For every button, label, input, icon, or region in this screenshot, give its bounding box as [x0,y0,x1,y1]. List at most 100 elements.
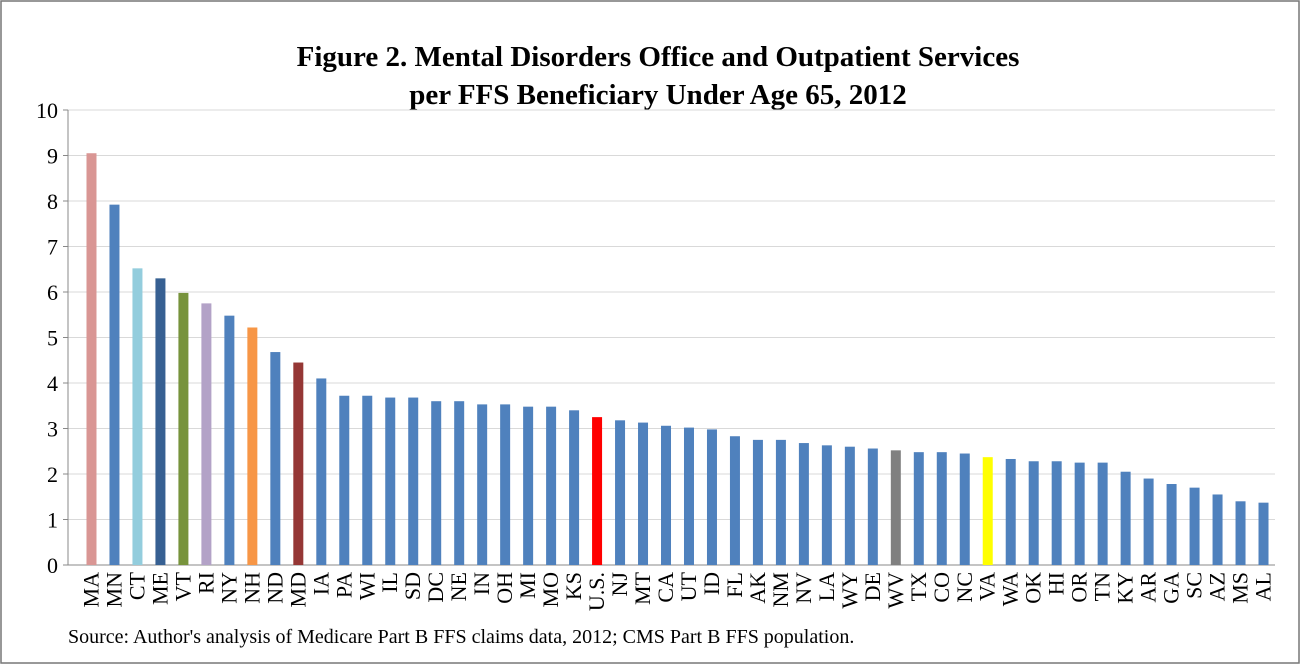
bar [638,422,649,565]
y-tick-label: 5 [47,326,58,351]
bar [982,457,993,565]
x-tick-label: MA [78,572,103,608]
bar [362,395,373,565]
y-tick-label: 3 [47,417,58,442]
bar [661,425,672,565]
x-tick-label: WA [998,572,1023,606]
x-tick-label: AL [1251,572,1276,601]
x-tick-label: SC [1182,572,1207,599]
y-tick-label: 4 [47,371,58,396]
x-tick-label: HI [1044,572,1069,595]
bar [569,410,580,565]
y-tick-label: 7 [47,235,58,260]
x-tick-label: WV [883,572,908,609]
bar [477,404,488,565]
bar [523,406,534,565]
x-tick-label: AK [745,572,770,604]
x-tick-label: U.S. [584,572,609,611]
bar [775,439,786,565]
x-tick-label: MD [285,572,310,607]
bar [132,268,143,565]
y-tick-label: 10 [36,98,58,123]
bar [844,446,855,565]
x-tick-label: MO [538,572,563,607]
bar [1097,462,1108,565]
bar [385,397,396,565]
x-tick-label: NC [952,572,977,603]
x-tick-label: KY [1113,572,1138,604]
bar [1212,494,1223,565]
x-tick-label: OH [492,572,517,604]
y-tick-label: 9 [47,144,58,169]
bar [86,153,97,565]
bar [706,429,717,565]
bar [615,420,626,565]
bar [1005,458,1016,565]
x-tick-label: IA [308,572,333,595]
x-tick-label: TN [1090,572,1115,601]
bar [1189,487,1200,565]
source-note: Source: Author's analysis of Medicare Pa… [68,626,854,648]
bar [316,378,327,565]
x-tick-label: ME [147,572,172,605]
x-tick-label: VT [170,571,195,601]
x-tick-label: GA [1159,572,1184,604]
bar [408,397,419,565]
x-tick-label: VA [975,572,1000,601]
x-tick-label: NM [768,572,793,607]
bar [1258,502,1269,565]
x-tick-label: IN [469,572,494,595]
x-tick-label: ND [262,572,287,604]
bar [293,362,304,565]
x-tick-label: MN [101,572,126,608]
chart-title: per FFS Beneficiary Under Age 65, 2012 [409,79,907,111]
bar [1051,461,1062,565]
bar [1143,478,1154,565]
x-tick-label: NV [791,572,816,604]
y-tick-label: 1 [47,508,58,533]
x-tick-label: MT [630,571,655,605]
bar [178,292,189,565]
bar [890,450,901,565]
bar [821,445,832,565]
y-tick-label: 8 [47,189,58,214]
x-tick-label: DC [423,572,448,603]
x-tick-label: FL [722,572,747,598]
x-tick-label: PA [331,572,356,598]
x-tick-label: ID [699,572,724,595]
x-tick-label: SD [400,572,425,600]
bar [1120,471,1131,565]
x-tick-label: NE [446,572,471,601]
x-tick-label: UT [676,571,701,601]
x-tick-label: WI [354,572,379,600]
bar [201,303,212,565]
x-tick-label: OK [1021,572,1046,604]
x-tick-label: NJ [607,572,632,597]
x-tick-label: MS [1228,572,1253,604]
x-tick-label: TX [906,572,931,601]
bar [339,395,350,565]
bar [1028,461,1039,565]
x-tick-label: LA [814,572,839,601]
bar [592,417,603,565]
bar [683,427,694,565]
x-tick-label: CO [929,572,954,603]
bar [867,448,878,565]
x-tick-label: AR [1136,572,1161,603]
bar [454,401,465,565]
x-tick-label: MI [515,572,540,599]
x-tick-label: IL [377,572,402,593]
y-tick-label: 6 [47,280,58,305]
bar [247,327,258,565]
bar [270,352,281,565]
bar [1074,462,1085,565]
x-tick-label: NH [239,572,264,604]
x-tick-label: NY [216,572,241,604]
x-tick-label: CA [653,572,678,603]
bar [1235,501,1246,565]
bar [913,452,924,565]
x-tick-label: AZ [1205,572,1230,601]
bar [546,406,557,565]
